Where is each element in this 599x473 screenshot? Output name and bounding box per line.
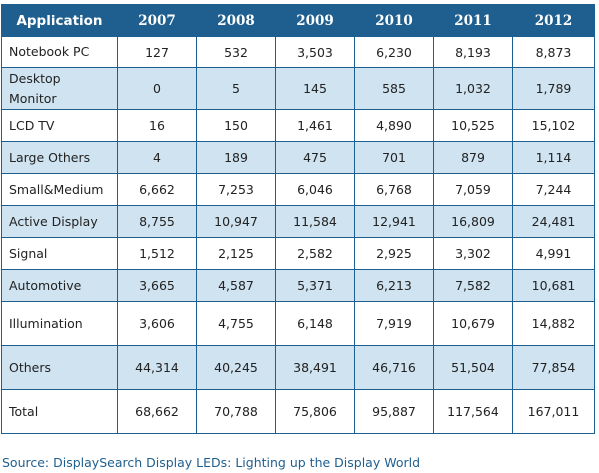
table-row: Illumination 3,606 4,755 6,148 7,919 10,679 14… xyxy=(1,301,595,346)
value-cell: 701 xyxy=(354,141,434,174)
value-cell: 6,662 xyxy=(117,173,197,206)
row-label: Automotive xyxy=(1,269,118,302)
value-cell: 1,789 xyxy=(512,67,595,110)
value-cell: 6,230 xyxy=(354,36,434,68)
value-cell: 1,032 xyxy=(433,67,513,110)
value-cell: 2,125 xyxy=(196,237,276,270)
value-cell: 7,059 xyxy=(433,173,513,206)
value-cell: 38,491 xyxy=(275,345,355,390)
source-note: Source: DisplaySearch Display LEDs: Ligh… xyxy=(2,455,421,470)
table-body: Notebook PC 127 532 3,503 6,230 8,193 8,873 Des… xyxy=(1,36,595,434)
value-cell: 3,606 xyxy=(117,301,197,346)
header-row: Application 2007 2008 2009 2010 2011 201… xyxy=(1,4,595,37)
value-cell: 127 xyxy=(117,36,197,68)
value-cell: 14,882 xyxy=(512,301,595,346)
value-cell: 3,503 xyxy=(275,36,355,68)
value-cell: 879 xyxy=(433,141,513,174)
table-row: Signal 1,512 2,125 2,582 2,925 3,302 4,991 xyxy=(1,237,595,270)
value-cell: 16,809 xyxy=(433,205,513,238)
value-cell: 15,102 xyxy=(512,109,595,142)
value-cell: 532 xyxy=(196,36,276,68)
header-cell: 2009 xyxy=(275,4,355,37)
value-cell: 6,148 xyxy=(275,301,355,346)
value-cell: 7,244 xyxy=(512,173,595,206)
row-label: Active Display xyxy=(1,205,118,238)
row-label: Signal xyxy=(1,237,118,270)
value-cell: 475 xyxy=(275,141,355,174)
value-cell: 3,665 xyxy=(117,269,197,302)
value-cell: 167,011 xyxy=(512,389,595,434)
value-cell: 68,662 xyxy=(117,389,197,434)
value-cell: 5,371 xyxy=(275,269,355,302)
value-cell: 1,114 xyxy=(512,141,595,174)
header-cell: 2007 xyxy=(117,4,197,37)
value-cell: 585 xyxy=(354,67,434,110)
value-cell: 12,941 xyxy=(354,205,434,238)
value-cell: 2,582 xyxy=(275,237,355,270)
value-cell: 7,919 xyxy=(354,301,434,346)
value-cell: 10,525 xyxy=(433,109,513,142)
header-cell: 2012 xyxy=(512,4,595,37)
value-cell: 6,046 xyxy=(275,173,355,206)
value-cell: 10,679 xyxy=(433,301,513,346)
value-cell: 44,314 xyxy=(117,345,197,390)
value-cell: 77,854 xyxy=(512,345,595,390)
value-cell: 16 xyxy=(117,109,197,142)
row-label: Notebook PC xyxy=(1,36,118,68)
table-row: Small&Medium 6,662 7,253 6,046 6,768 7,059 7,2… xyxy=(1,173,595,206)
row-label: LCD TV xyxy=(1,109,118,142)
value-cell: 7,253 xyxy=(196,173,276,206)
value-cell: 117,564 xyxy=(433,389,513,434)
table-row: Others 44,314 40,245 38,491 46,716 51,504 77,8… xyxy=(1,345,595,390)
value-cell: 4,587 xyxy=(196,269,276,302)
row-label: Illumination xyxy=(1,301,118,346)
value-cell: 2,925 xyxy=(354,237,434,270)
header-cell: 2008 xyxy=(196,4,276,37)
value-cell: 189 xyxy=(196,141,276,174)
row-label: Small&Medium xyxy=(1,173,118,206)
value-cell: 4,991 xyxy=(512,237,595,270)
value-cell: 11,584 xyxy=(275,205,355,238)
value-cell: 95,887 xyxy=(354,389,434,434)
led-application-table: Application 2007 2008 2009 2010 2011 201… xyxy=(1,4,595,434)
row-label: Total xyxy=(1,389,118,434)
value-cell: 6,213 xyxy=(354,269,434,302)
value-cell: 1,461 xyxy=(275,109,355,142)
header-cell: Application xyxy=(1,4,118,37)
value-cell: 10,947 xyxy=(196,205,276,238)
value-cell: 6,768 xyxy=(354,173,434,206)
value-cell: 24,481 xyxy=(512,205,595,238)
value-cell: 1,512 xyxy=(117,237,197,270)
table-row: LCD TV 16 150 1,461 4,890 10,525 15,102 xyxy=(1,109,595,142)
value-cell: 46,716 xyxy=(354,345,434,390)
row-label: Desktop Monitor xyxy=(1,67,118,110)
table-row: Large Others 4 189 475 701 879 1,114 xyxy=(1,141,595,174)
value-cell: 8,873 xyxy=(512,36,595,68)
value-cell: 51,504 xyxy=(433,345,513,390)
value-cell: 4,890 xyxy=(354,109,434,142)
value-cell: 75,806 xyxy=(275,389,355,434)
row-label: Large Others xyxy=(1,141,118,174)
value-cell: 0 xyxy=(117,67,197,110)
value-cell: 5 xyxy=(196,67,276,110)
value-cell: 8,755 xyxy=(117,205,197,238)
value-cell: 3,302 xyxy=(433,237,513,270)
row-label: Others xyxy=(1,345,118,390)
value-cell: 7,582 xyxy=(433,269,513,302)
value-cell: 150 xyxy=(196,109,276,142)
value-cell: 70,788 xyxy=(196,389,276,434)
value-cell: 4,755 xyxy=(196,301,276,346)
header-cell: 2011 xyxy=(433,4,513,37)
value-cell: 8,193 xyxy=(433,36,513,68)
table-row: Active Display 8,755 10,947 11,584 12,941 16,… xyxy=(1,205,595,238)
value-cell: 10,681 xyxy=(512,269,595,302)
header-cell: 2010 xyxy=(354,4,434,37)
value-cell: 4 xyxy=(117,141,197,174)
table-row: Total 68,662 70,788 75,806 95,887 117,564 167,… xyxy=(1,389,595,434)
value-cell: 40,245 xyxy=(196,345,276,390)
value-cell: 145 xyxy=(275,67,355,110)
table-row: Notebook PC 127 532 3,503 6,230 8,193 8,873 xyxy=(1,36,595,68)
table-row: Desktop Monitor 0 5 145 585 1,032 1,789 xyxy=(1,67,595,110)
table-row: Automotive 3,665 4,587 5,371 6,213 7,582 10,68… xyxy=(1,269,595,302)
